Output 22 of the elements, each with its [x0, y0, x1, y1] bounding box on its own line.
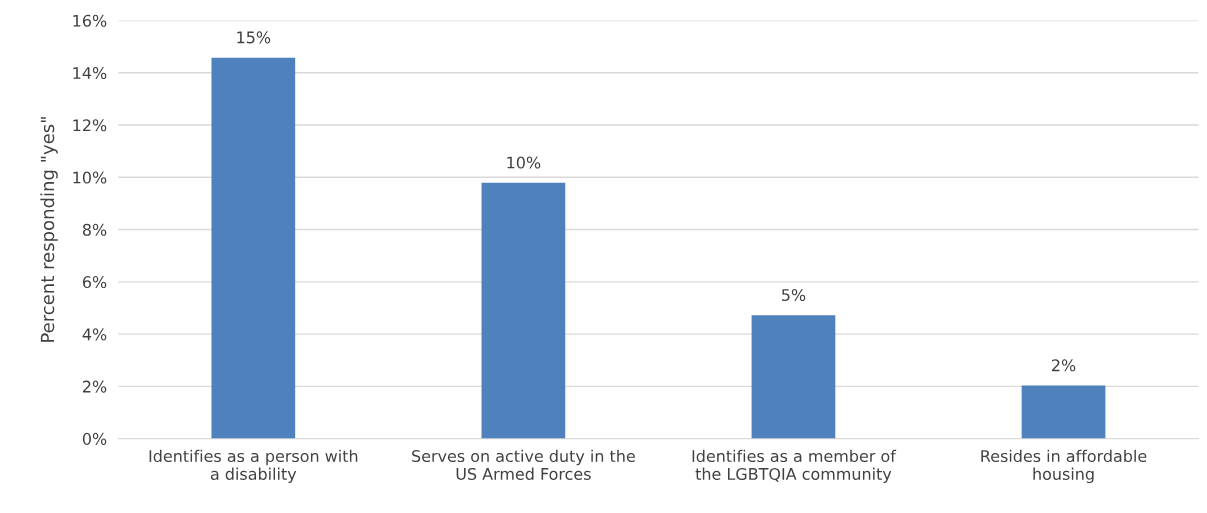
- y-tick-label: 12%: [73, 119, 107, 132]
- y-axis-title: Percent responding "yes": [40, 117, 58, 342]
- data-label: 10%: [507, 156, 541, 169]
- y-tick-label: 10%: [73, 171, 107, 184]
- x-tick-label: Identifies as a member of the LGBTQIA community: [692, 449, 897, 484]
- data-label: 5%: [782, 288, 806, 302]
- y-tick-label: 4%: [82, 328, 107, 341]
- x-tick-label: Resides in affordable housing: [981, 449, 1147, 484]
- y-tick-label: 0%: [82, 432, 107, 445]
- y-tick-label: 16%: [73, 14, 107, 27]
- bar: [481, 182, 566, 439]
- bar: [751, 315, 836, 439]
- data-label: 2%: [1052, 359, 1076, 372]
- y-tick-label: 8%: [82, 223, 107, 236]
- x-tick-label: Serves on active duty in the US Armed Forces: [412, 449, 635, 480]
- y-tick-label: 6%: [82, 276, 107, 289]
- data-label: 15%: [237, 31, 271, 44]
- bar: [211, 57, 296, 439]
- y-tick-label: 14%: [73, 67, 107, 80]
- x-tick-label: Identifies as a person with a disability: [149, 449, 358, 484]
- bar: [1021, 385, 1106, 439]
- y-tick-label: 2%: [83, 380, 107, 393]
